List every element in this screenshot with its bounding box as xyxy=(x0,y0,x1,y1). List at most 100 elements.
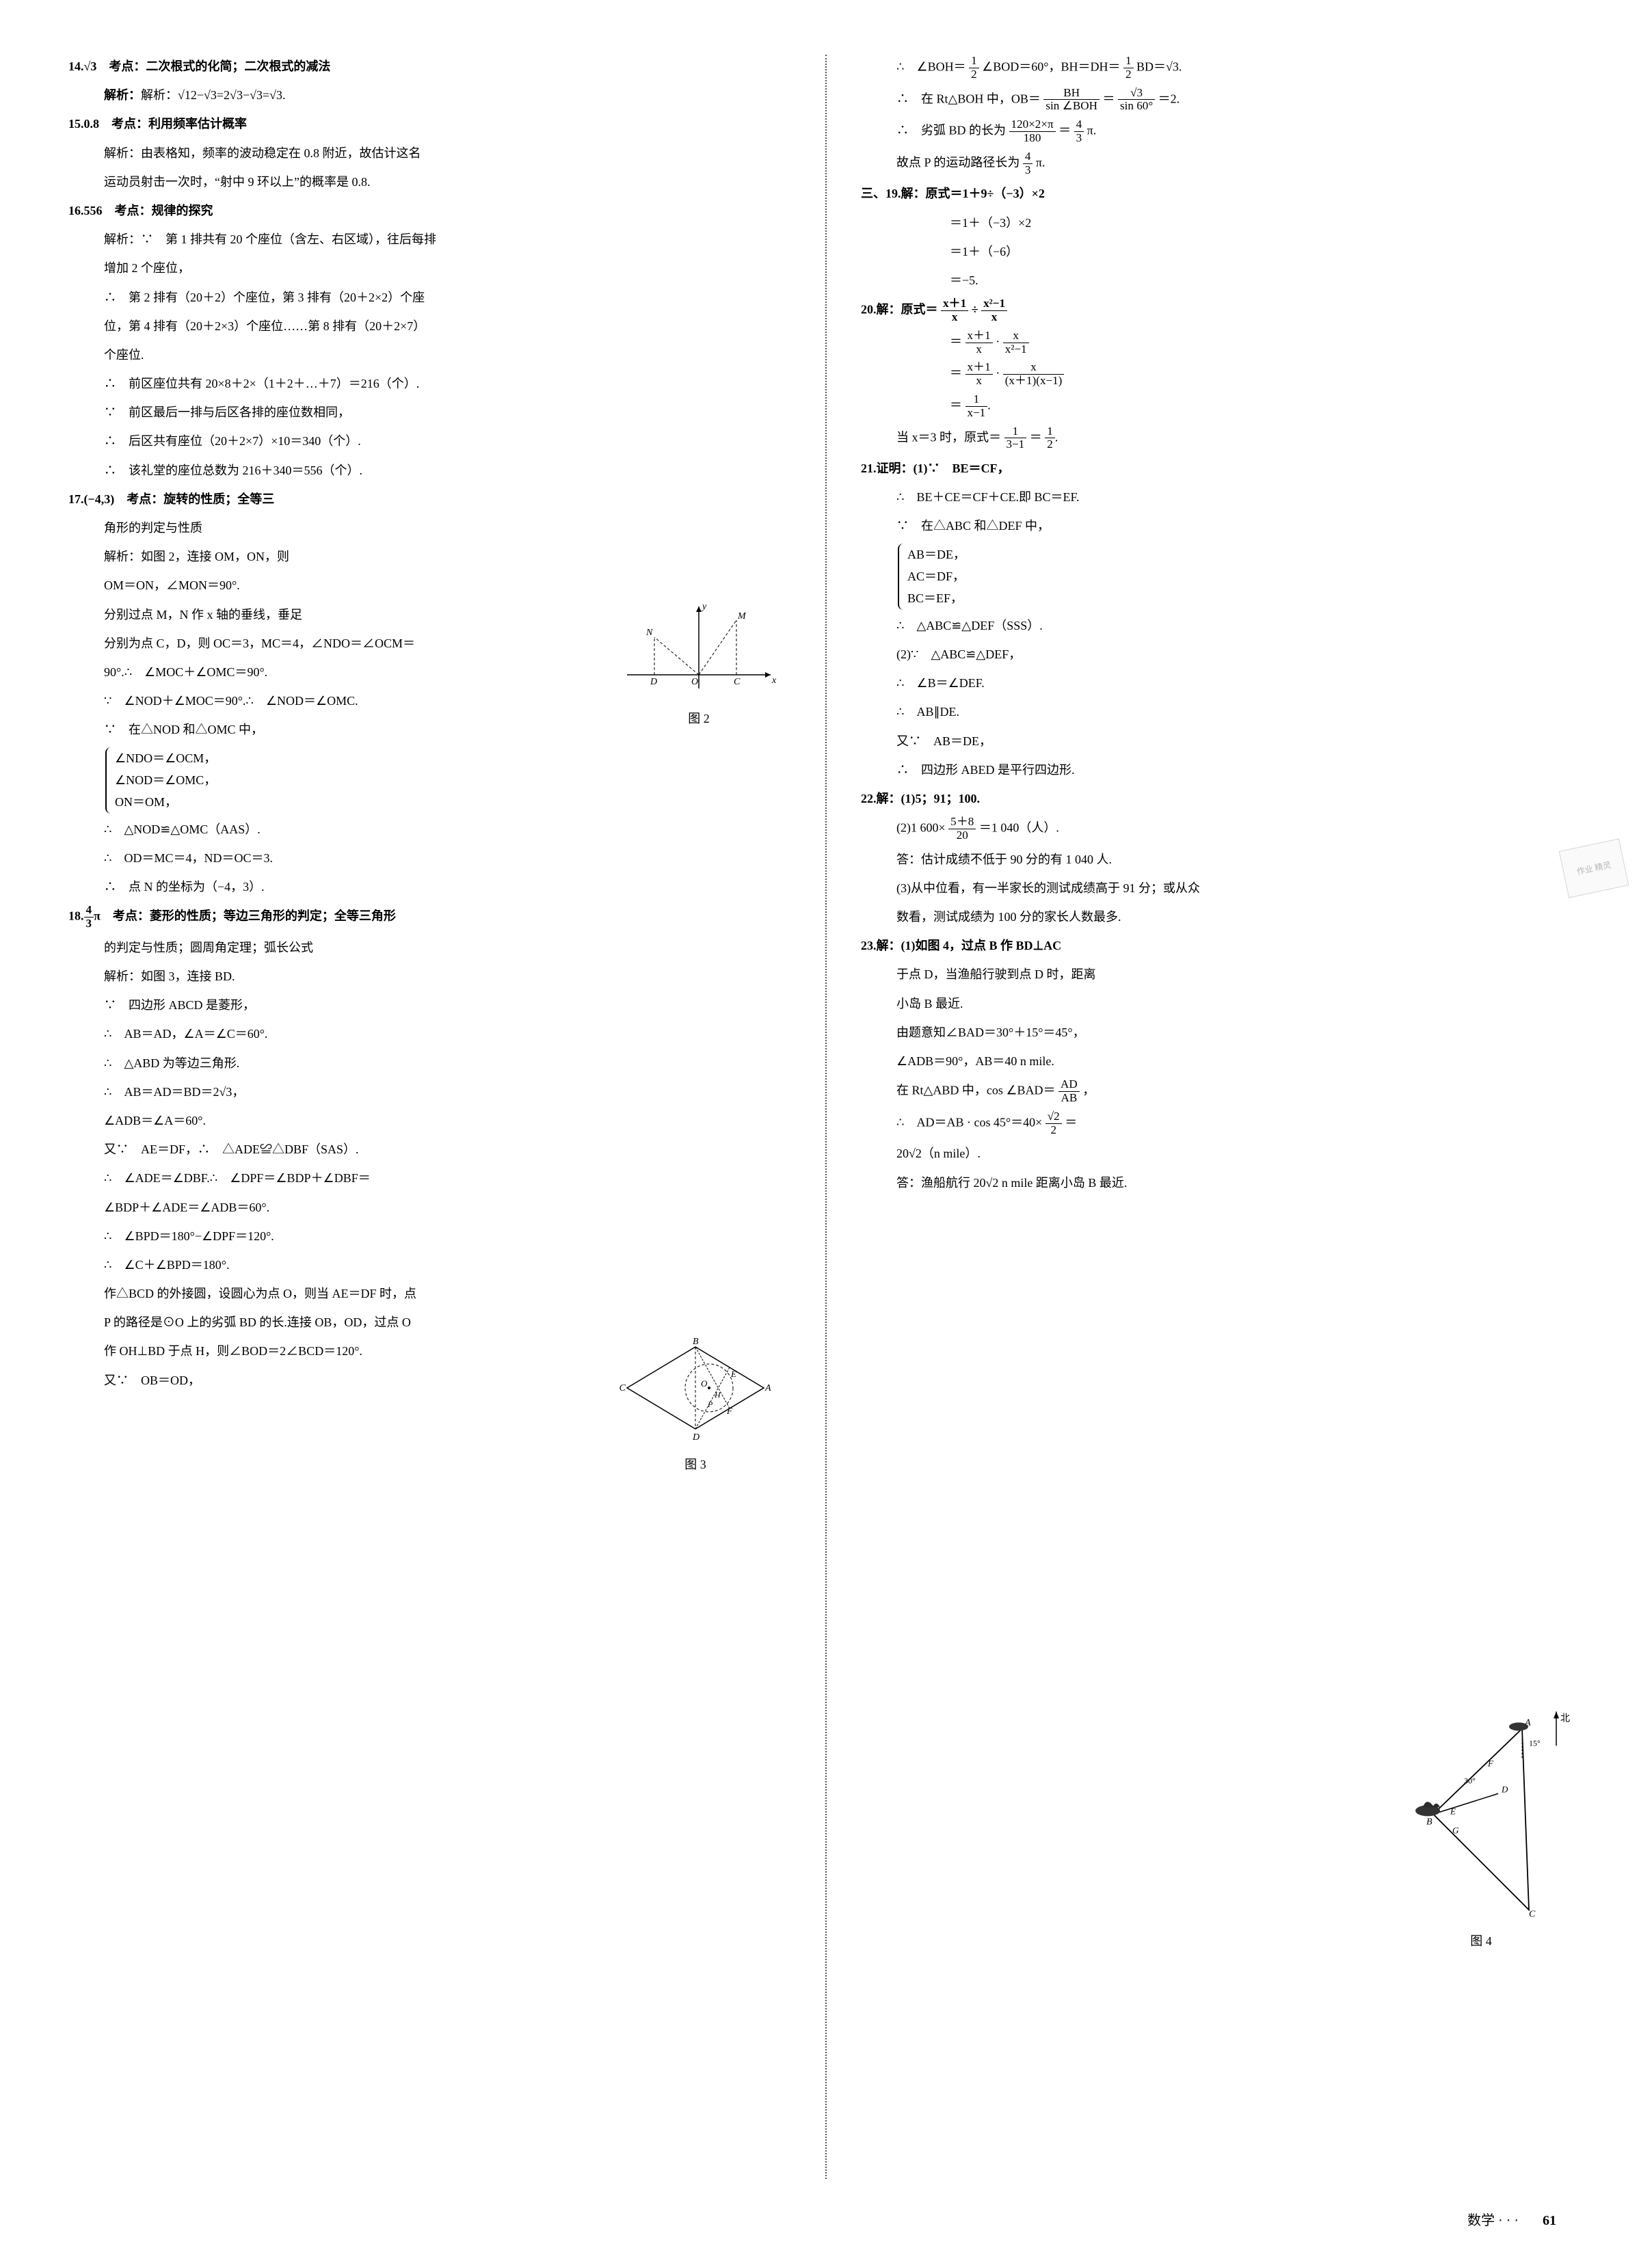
fd: x xyxy=(965,375,993,388)
footer-page: 61 xyxy=(1543,2213,1556,2228)
c4: 故点 P 的运动路径长为 43 π. xyxy=(861,150,1584,177)
fd: x xyxy=(981,311,1007,324)
svg-text:x: x xyxy=(771,675,777,686)
q17-c: OM＝ON，∠MON＝90°. xyxy=(68,574,791,597)
s20c2: · xyxy=(996,366,1000,380)
s20c: ＝ x＋1x · x(x＋1)(x−1) xyxy=(861,361,1584,388)
svg-text:O: O xyxy=(701,1378,708,1389)
q17-br3: ON＝OM， xyxy=(115,791,791,813)
q16-b: 增加 2 个座位， xyxy=(68,256,791,280)
svg-text:N: N xyxy=(645,628,653,638)
s20e1: 当 x＝3 时，原式＝ xyxy=(896,430,1001,444)
fn: 4 xyxy=(1023,150,1033,164)
s23f1: 在 Rt△ABD 中，cos ∠BAD＝ xyxy=(896,1084,1056,1097)
footer-dots: · · · xyxy=(1498,2213,1519,2228)
left-column: 14.√3 考点：二次根式的化简；二次根式的减法 解析：解析：√12−√3=2√… xyxy=(68,55,791,2179)
q14-text: 解析：√12−√3=2√3−√3=√3. xyxy=(141,88,286,102)
fd: 2 xyxy=(1045,1124,1062,1137)
s21f: ∴ ∠B＝∠DEF. xyxy=(861,671,1584,695)
svg-text:E: E xyxy=(1450,1806,1456,1816)
fn: x＋1 xyxy=(965,330,993,343)
s22c: 答：估计成绩不低于 90 分的有 1 040 人. xyxy=(861,848,1584,871)
svg-text:G: G xyxy=(1452,1825,1459,1835)
svg-text:C: C xyxy=(734,677,741,687)
fd: 2 xyxy=(969,68,979,81)
c2a: ∴ 在 Rt△BOH 中，OB＝ xyxy=(896,92,1041,105)
s20a1: 20.解：原式＝ xyxy=(861,303,938,317)
c3a: ∴ 劣弧 BD 的长为 xyxy=(896,124,1006,137)
s20e: 当 x＝3 时，原式＝ 13−1 ＝ 12. xyxy=(861,425,1584,452)
fd: sin 60° xyxy=(1118,100,1155,113)
q16-c: ∴ 第 2 排有（20＋2）个座位，第 3 排有（20＋2×2）个座 xyxy=(68,286,791,309)
s23f: 在 Rt△ABD 中，cos ∠BAD＝ ADAB ， xyxy=(861,1078,1584,1105)
fn: 4 xyxy=(1074,118,1084,132)
c1a: ∴ ∠BOH＝ xyxy=(896,59,966,73)
q16-h: ∴ 后区共有座位（20＋2×7）×10＝340（个）. xyxy=(68,429,791,453)
s20d1: ＝ xyxy=(950,398,962,412)
s23c: 小岛 B 最近. xyxy=(861,992,1584,1015)
q18-k: ∴ ∠BPD＝180°−∠DPF＝120°. xyxy=(68,1225,791,1248)
fn: 1 xyxy=(965,393,988,407)
s21i: ∴ 四边形 ABED 是平行四边形. xyxy=(861,758,1584,781)
c3b: ＝ xyxy=(1058,124,1071,137)
svg-text:y: y xyxy=(701,602,707,612)
s19-head: 三、19.解：原式＝1＋9÷（−3）×2 xyxy=(861,182,1584,205)
fd: 2 xyxy=(1045,438,1055,451)
fn: 1 xyxy=(1045,425,1055,439)
figure-3: C A B D O E F H P 图 3 xyxy=(607,1333,784,1470)
frac-n: 4 xyxy=(84,904,94,918)
fn: 5＋8 xyxy=(948,816,976,829)
svg-text:F: F xyxy=(1487,1758,1494,1768)
svg-text:D: D xyxy=(1501,1784,1508,1794)
c3c: π. xyxy=(1087,124,1097,137)
fn: 1 xyxy=(1123,55,1134,68)
fn: x xyxy=(1003,330,1029,343)
fd: 3−1 xyxy=(1004,438,1027,451)
q17-j: ∴ OD＝MC＝4，ND＝OC＝3. xyxy=(68,846,791,870)
q14-head: 14.√3 考点：二次根式的化简；二次根式的减法 xyxy=(68,55,791,78)
fd: 180 xyxy=(1009,132,1056,145)
svg-text:D: D xyxy=(650,677,657,687)
s20a: 20.解：原式＝ x＋1x ÷ x²−1x xyxy=(861,297,1584,324)
q18-f: ∴ AB＝AD＝BD＝2√3， xyxy=(68,1080,791,1103)
q18-num: 18. xyxy=(68,909,84,923)
s20a2: ÷ xyxy=(972,303,978,317)
s20b: ＝ x＋1x · xx²−1 xyxy=(861,330,1584,356)
q16-head: 16.556 考点：规律的探究 xyxy=(68,199,791,222)
svg-text:30°: 30° xyxy=(1464,1776,1476,1785)
s21c: ∵ 在△ABC 和△DEF 中， xyxy=(861,514,1584,537)
s21e: (2)∵ △ABC≌△DEF， xyxy=(861,643,1584,666)
s21h: 又∵ AB＝DE， xyxy=(861,730,1584,753)
s21d: ∴ △ABC≌△DEF（SSS）. xyxy=(861,614,1584,637)
s22d: (3)从中位看，有一半家长的测试成绩高于 91 分；或从众 xyxy=(861,877,1584,900)
svg-text:M: M xyxy=(737,611,747,621)
svg-text:P: P xyxy=(707,1400,713,1409)
svg-text:A: A xyxy=(764,1383,771,1393)
s19b: ＝1＋（−3）×2 xyxy=(861,211,1584,235)
c2c: ＝2. xyxy=(1158,92,1180,105)
q17-k: ∴ 点 N 的坐标为（−4，3）. xyxy=(68,875,791,898)
fd: x²−1 xyxy=(1003,343,1029,356)
s23e: ∠ADB＝90°，AB＝40 n mile. xyxy=(861,1049,1584,1073)
q18-head: 18.43π 考点：菱形的性质；等边三角形的判定；全等三角形 xyxy=(68,904,791,931)
fd: AB xyxy=(1058,1092,1080,1105)
q17-br2: ∠NOD＝∠OMC， xyxy=(115,769,791,791)
c4b: π. xyxy=(1036,155,1045,169)
s19d: ＝−5. xyxy=(861,269,1584,292)
column-divider xyxy=(825,55,827,2179)
q18-h: 又∵ AE＝DF，∴ △ADE≌△DBF（SAS）. xyxy=(68,1138,791,1161)
fd: (x＋1)(x−1) xyxy=(1003,375,1065,388)
svg-text:B: B xyxy=(1426,1817,1433,1827)
q18-rest: π 考点：菱形的性质；等边三角形的判定；全等三角形 xyxy=(94,909,396,923)
q17-i: ∴ △NOD≌△OMC（AAS）. xyxy=(68,818,791,841)
q18-d: ∴ AB＝AD，∠A＝∠C＝60°. xyxy=(68,1022,791,1045)
s23h: 20√2（n mile）. xyxy=(861,1142,1584,1165)
figure-2-label: 图 2 xyxy=(620,707,777,730)
right-column: ∴ ∠BOH＝ 12 ∠BOD＝60°，BH＝DH＝ 12 BD＝√3. ∴ 在… xyxy=(861,55,1584,2179)
figure-4-svg: 北 A B C D F G E 15° 30° xyxy=(1385,1702,1577,1919)
svg-text:O: O xyxy=(691,677,698,687)
s21-br1: AB＝DE， xyxy=(907,544,1584,565)
q15-a1: 解析：由表格知，频率的波动稳定在 0.8 附近，故估计这名 xyxy=(68,142,791,165)
q18-n: P 的路径是⊙O 上的劣弧 BD 的长.连接 OB，OD，过点 O xyxy=(68,1311,791,1334)
fn: BH xyxy=(1043,87,1100,101)
